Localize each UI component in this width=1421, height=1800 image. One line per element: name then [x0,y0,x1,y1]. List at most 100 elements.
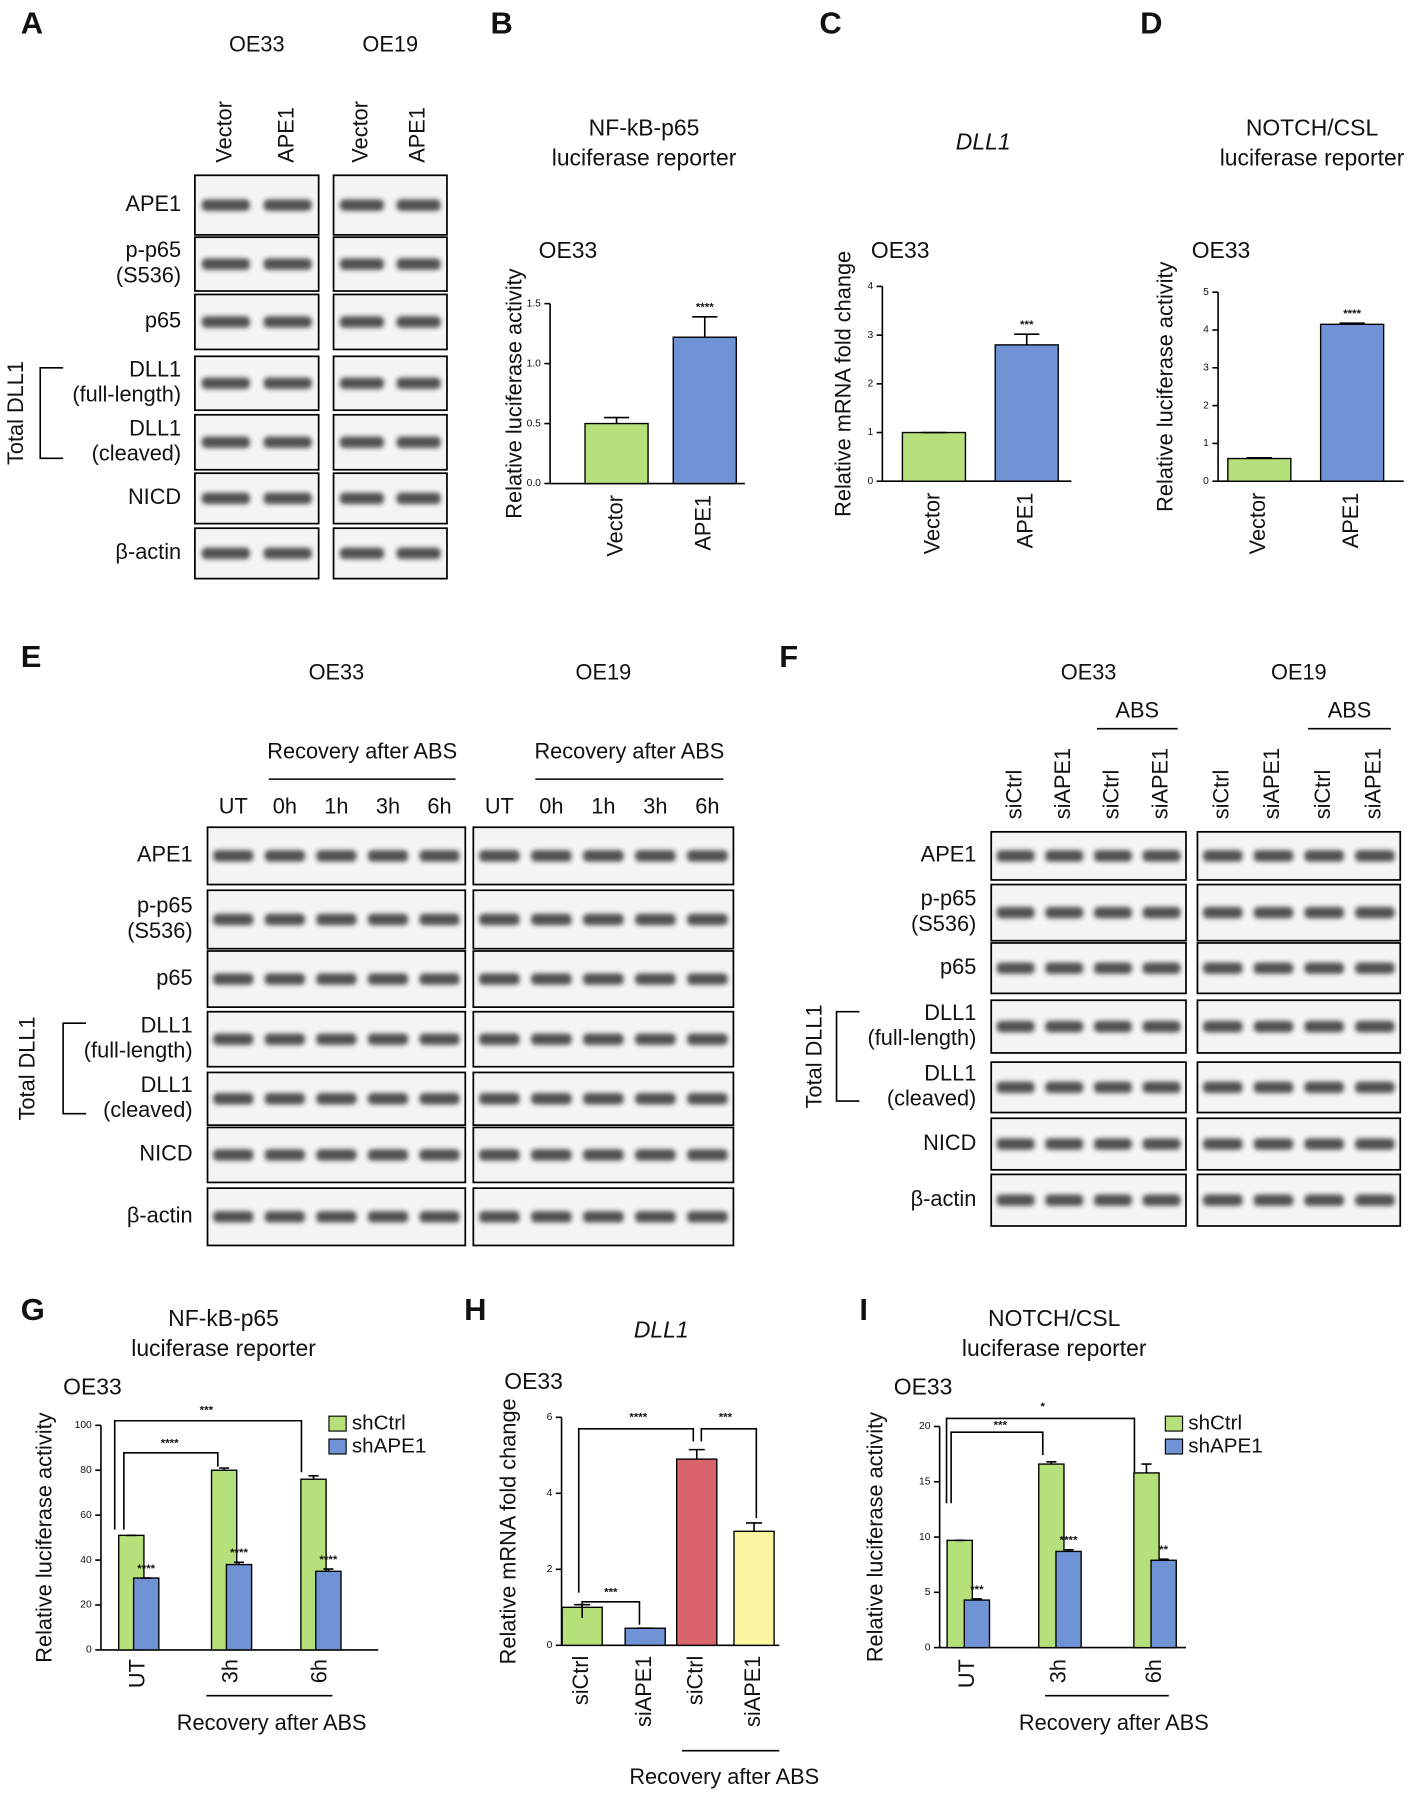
y-axis-label: Relative luciferase activity [862,1412,887,1662]
panel-letter: D [1140,5,1162,40]
blot-band [1355,1081,1395,1094]
x-tick-label: APE1 [691,495,716,551]
lane-label: siAPE1 [1361,748,1386,819]
y-tick-label: 0 [925,1642,931,1653]
blot-band [583,913,624,926]
x-tick-label: UT [125,1659,150,1688]
x-tick-label: Vector [1245,493,1270,555]
row-label: p65 [940,954,976,979]
blot-band [1093,1020,1132,1033]
blot-band [339,492,385,505]
blot-band [419,913,460,926]
blot-band [1304,1020,1344,1033]
cell-line: OE33 [1061,659,1117,684]
blot-band [583,850,624,862]
chart-title: NF-kB-p65 [589,115,700,141]
blot-band [635,1149,676,1161]
chart-title: luciferase reporter [962,1335,1147,1361]
blot-band [396,199,441,211]
lane-label: siCtrl [1209,770,1234,820]
blot-band [339,436,385,448]
panel-letter: A [21,5,43,40]
y-tick-label: 15 [919,1476,931,1487]
y-tick-label: 60 [80,1510,92,1521]
legend-label: shAPE1 [1188,1435,1262,1458]
legend-label: shCtrl [1188,1412,1242,1435]
blot-band [479,1093,520,1105]
chart-title: luciferase reporter [1220,144,1405,170]
blot-band [1203,1020,1243,1033]
bar [733,1530,775,1647]
blot-band [367,850,409,862]
blot-band [1304,906,1344,919]
blot-band [687,1149,728,1161]
blot-band [1355,850,1395,862]
y-tick-label: 0 [1203,476,1209,487]
error-bar [308,1475,319,1480]
lane-label: 6h [427,794,451,819]
blot-band [201,547,250,560]
blot-band [201,258,250,270]
blot-band [1093,1194,1132,1206]
blot-band [1203,1138,1243,1150]
chart-title: NOTCH/CSL [1246,115,1378,141]
lane-label: UT [219,794,248,819]
blot-band [213,1211,254,1223]
blot-band [687,973,728,985]
blot-band [531,1093,572,1105]
y-tick-label: 80 [80,1465,92,1476]
significance-label: **** [230,1547,248,1559]
blot-band [264,913,305,926]
y-tick-label: 4 [867,281,873,292]
row-label: DLL1 [924,1000,976,1025]
blot-band [263,258,312,270]
row-label: β-actin [127,1203,193,1228]
blot-band [419,1093,460,1105]
row-label: DLL1 [924,1060,976,1085]
row-label: (S536) [127,918,192,943]
bar [901,431,967,482]
row-label: (S536) [911,911,976,936]
blot-band [1142,1081,1181,1094]
blot-band [531,913,572,926]
blot-band [479,850,520,862]
row-label: NICD [923,1130,976,1155]
row-label: APE1 [921,842,977,867]
y-tick-label: 6 [547,1412,553,1423]
comparison-bracket [581,1600,641,1625]
blot-band [316,1033,357,1045]
blot-band [213,913,254,926]
blot-band [687,1093,728,1105]
blot-band [419,850,460,862]
y-tick-label: 5 [925,1587,931,1598]
group-bracket [39,366,64,460]
blot-band [201,436,250,448]
comparison-label: **** [629,1411,647,1423]
cell-line: OE19 [1271,659,1327,684]
blot-band [1355,906,1395,919]
treatment-label: Recovery after ABS [534,739,724,764]
y-tick-label: 1 [1203,438,1209,449]
error-bar [1063,1548,1074,1552]
panel-letter: F [779,639,798,674]
blot-band [1045,1194,1084,1206]
x-tick-label: 3h [217,1659,242,1683]
error-bar [971,1598,982,1601]
error-bar [1246,456,1272,459]
legend-swatch [1164,1415,1184,1432]
y-tick-label: 2 [1203,400,1209,411]
blot-band [583,1093,624,1105]
lane-label: siAPE1 [1147,748,1172,819]
comparison-label: * [1041,1401,1046,1413]
blot-band [201,377,250,389]
bar [225,1563,253,1651]
blot-band [687,850,728,862]
blot-band [1304,962,1344,974]
blot-band [1093,1081,1132,1094]
blot-band [1203,1194,1243,1206]
blot-band [1355,1194,1395,1206]
blot-band [1304,1081,1344,1094]
y-tick-label: 4 [547,1488,553,1499]
row-label: p-p65 [921,886,977,911]
